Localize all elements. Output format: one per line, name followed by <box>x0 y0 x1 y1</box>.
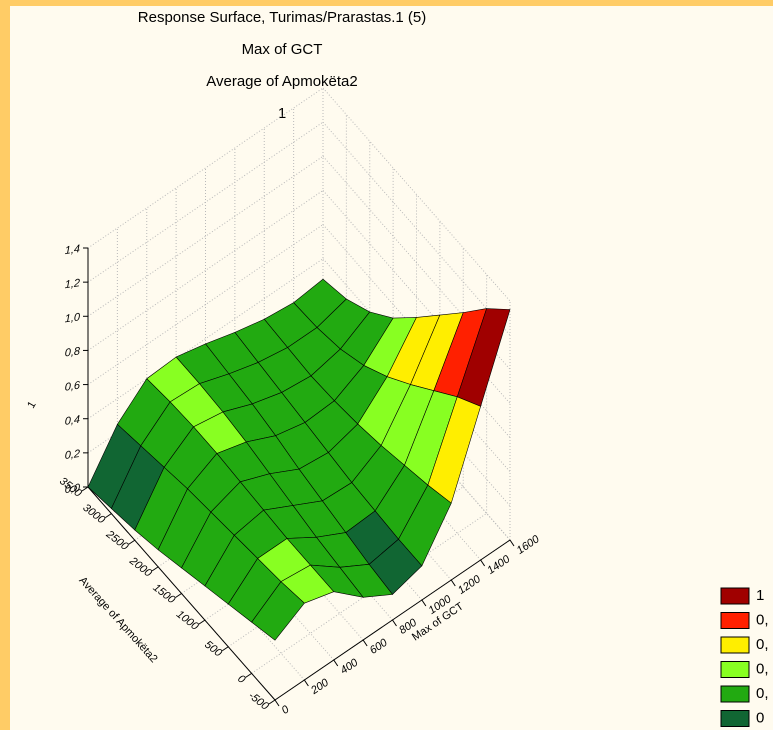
tick-mark <box>274 699 280 707</box>
tick-mark <box>450 579 456 587</box>
surface-patch <box>251 581 305 641</box>
top-border <box>0 0 773 6</box>
legend-swatch <box>720 612 750 629</box>
y-tick-label: 3500 <box>57 475 84 500</box>
tick-mark <box>151 566 159 572</box>
tick-mark <box>198 619 206 625</box>
z-tick-label: 0,2 <box>65 448 80 462</box>
tick-mark <box>245 672 252 678</box>
left-border <box>0 0 10 730</box>
legend-label: 0, <box>756 685 769 702</box>
legend-swatch <box>720 685 750 703</box>
z-tick-label: 0,0 <box>65 482 81 496</box>
x-tick-label: 1600 <box>515 533 543 557</box>
y-axis-label: Average of Apmokëta2 <box>76 575 159 666</box>
grid-line <box>322 155 511 370</box>
x-tick-label: 400 <box>338 656 361 677</box>
tick-mark <box>128 539 136 545</box>
chart-subtitle: Average of Apmokëta2 <box>206 73 358 90</box>
tick-mark <box>303 679 309 687</box>
x-tick-label: 1400 <box>485 553 513 577</box>
tick-mark <box>421 599 427 607</box>
tick-mark <box>268 699 276 705</box>
legend-swatch <box>720 710 750 727</box>
chart-title: Response Surface, Turimas/Prarastas.1 (5… <box>138 9 426 26</box>
legend-label: 0 <box>756 709 764 726</box>
legend-swatch <box>720 661 750 678</box>
chart-subtitle: Max of GCT <box>242 41 323 58</box>
legend-swatch <box>720 587 750 605</box>
legend-label: 0, <box>756 636 769 653</box>
z-tick-label: 0,6 <box>65 379 81 393</box>
legend-swatch <box>720 636 750 654</box>
x-tick-label: 200 <box>308 676 331 697</box>
z-axis-label: 1 <box>25 399 38 410</box>
z-tick-label: 0,8 <box>65 345 81 359</box>
legend-label: 0, <box>756 660 769 677</box>
y-tick-label: 0 <box>235 673 248 687</box>
tick-mark <box>81 486 89 492</box>
y-tick-label: -500 <box>246 690 271 714</box>
z-tick-label: 1,0 <box>65 311 81 325</box>
legend-label: 0, <box>756 611 769 628</box>
tick-mark <box>333 659 339 667</box>
tick-mark <box>221 646 229 652</box>
tick-mark <box>105 513 112 519</box>
z-tick-label: 1,2 <box>65 277 80 291</box>
x-tick-label: 1200 <box>456 573 484 597</box>
z-tick-label: 1,4 <box>65 243 80 257</box>
grid-line <box>322 87 511 302</box>
tick-mark <box>480 559 486 567</box>
legend-label: 1 <box>756 587 764 604</box>
x-tick-label: 600 <box>368 636 391 657</box>
tick-mark <box>509 539 515 547</box>
grid-line <box>322 190 511 404</box>
tick-mark <box>362 639 368 647</box>
z-tick-label: 0,4 <box>65 414 80 428</box>
tick-mark <box>175 593 182 598</box>
tick-mark <box>392 619 397 627</box>
chart-subtitle: 1 <box>278 105 286 122</box>
x-tick-label: 0 <box>280 703 293 717</box>
y-tick-label: 500 <box>202 639 225 660</box>
